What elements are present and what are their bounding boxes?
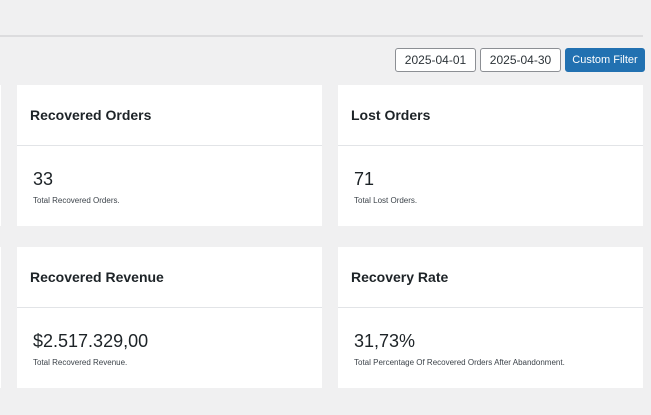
card-header: Lost Orders [338, 85, 643, 146]
card-header: Recovered Orders [17, 85, 322, 146]
recovered-orders-card: Recovered Orders 33 Total Recovered Orde… [17, 85, 322, 226]
custom-filter-button[interactable]: Custom Filter [565, 48, 645, 72]
card-body: 71 Total Lost Orders. [338, 146, 643, 205]
card-value: 31,73% [354, 331, 416, 351]
card-header: Recovery Rate [338, 247, 643, 308]
header-divider [0, 35, 643, 37]
card-value: 33 [33, 169, 54, 189]
card-body: 31,73% Total Percentage Of Recovered Ord… [338, 308, 643, 367]
card-body: $2.517.329,00 Total Recovered Revenue. [17, 308, 322, 367]
date-to-field[interactable]: 2025-04-30 [480, 48, 561, 72]
card-description: Total Lost Orders. [354, 196, 418, 205]
card-value: $2.517.329,00 [33, 331, 149, 351]
card-title: Recovery Rate [351, 269, 449, 285]
card-description: Total Recovered Revenue. [33, 358, 128, 367]
header-area [0, 0, 651, 35]
card-title: Recovered Orders [30, 107, 152, 123]
recovered-revenue-card: Recovered Revenue $2.517.329,00 Total Re… [17, 247, 322, 388]
lost-orders-card: Lost Orders 71 Total Lost Orders. [338, 85, 643, 226]
card-description: Total Percentage Of Recovered Orders Aft… [354, 358, 565, 367]
offscreen-card-edge [0, 85, 1, 226]
card-header: Recovered Revenue [17, 247, 322, 308]
recovery-rate-card: Recovery Rate 31,73% Total Percentage Of… [338, 247, 643, 388]
card-body: 33 Total Recovered Orders. [17, 146, 322, 205]
card-title: Recovered Revenue [30, 269, 164, 285]
card-description: Total Recovered Orders. [33, 196, 120, 205]
offscreen-card-edge [0, 247, 1, 388]
card-value: 71 [354, 169, 375, 189]
card-title: Lost Orders [351, 107, 431, 123]
date-filter-bar: 2025-04-01 2025-04-30 Custom Filter [395, 48, 645, 72]
date-from-field[interactable]: 2025-04-01 [395, 48, 476, 72]
